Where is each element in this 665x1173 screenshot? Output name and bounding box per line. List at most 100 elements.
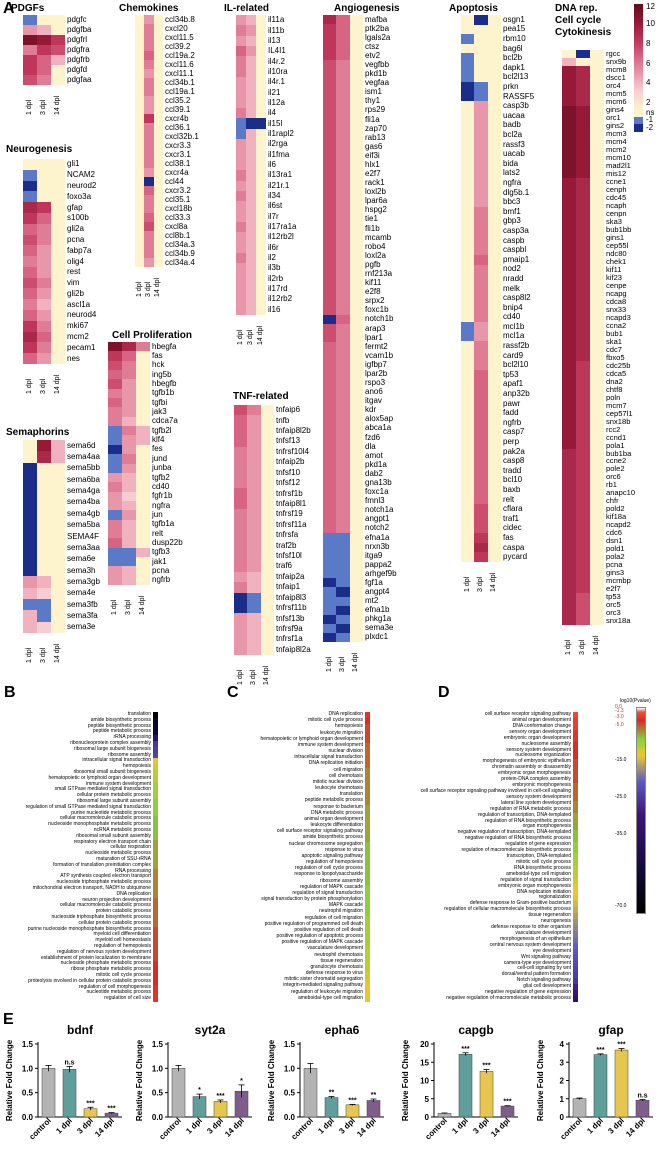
heatmap-cell (23, 299, 38, 311)
heatmap-row-label: traf2b (276, 540, 297, 550)
heatmap-cell (576, 169, 591, 179)
go-term-label: mitotic cell cycle process (515, 858, 571, 865)
heatmap-cell (122, 398, 137, 408)
heatmap-cell (474, 293, 489, 304)
go-term-label: eye development (532, 947, 571, 954)
heatmap-cell (136, 538, 151, 548)
heatmap-cell (246, 108, 257, 119)
heatmap-cell (323, 496, 337, 507)
heatmap-row-label: gbp3 (503, 216, 521, 226)
heatmap-row-label: kif23 (606, 272, 623, 282)
heatmap-cell (246, 242, 257, 254)
heatmap-cell (474, 178, 489, 189)
go-term-label: neutrophil migration (319, 908, 363, 915)
heatmap-row-label: mcl1b (503, 321, 525, 331)
heatmap-cell (37, 587, 52, 600)
heatmap-row-label: sema3gb (67, 576, 100, 586)
bar (324, 1097, 339, 1118)
go-term-label: response to bacterium (313, 803, 363, 810)
heatmap-cell (323, 623, 337, 634)
heatmap-row-label: foxc1b (365, 305, 389, 315)
heatmap-cell (590, 449, 605, 458)
heatmap-cell (590, 545, 605, 554)
heatmap-cell (51, 576, 66, 588)
go-term-bar (573, 865, 578, 873)
heatmap-cell (234, 519, 248, 531)
heatmap-cell (349, 151, 364, 161)
go-term-bar (365, 952, 370, 960)
go-term-label: cell-cell signaling by wnt (517, 965, 571, 972)
heatmap-cell (461, 206, 475, 217)
heatmap-cell (576, 401, 591, 410)
go-term-label: RNA biosynthetic process (514, 864, 571, 871)
heat-colorbar-ns (634, 108, 643, 117)
go-term-bar (573, 859, 578, 867)
heatmap-cell (590, 433, 605, 442)
heatmap-row-label: pold2 (606, 504, 625, 514)
go-term-bar (573, 735, 578, 742)
heatmap-row-label: tnfrsf11a (276, 519, 307, 529)
heatmap-cell (349, 433, 364, 443)
heatmap-col-label: 14 dpl (593, 635, 600, 655)
heatmap-row-label: ndc80 (606, 248, 627, 258)
heatmap-cell (108, 491, 123, 502)
heatmap-cell (562, 129, 577, 139)
heatmap-cell (349, 442, 364, 452)
heatmap-cell (562, 329, 577, 338)
heatmap-cell (122, 435, 137, 446)
heatmap-cell (136, 500, 151, 511)
heatmap-cell (323, 196, 337, 207)
heatmap-cell (576, 113, 591, 123)
heatmap-row-label: anapc10 (606, 488, 636, 498)
heatmap-cell (144, 222, 155, 232)
heatmap-cell (590, 177, 605, 187)
heatmap-cell (349, 78, 364, 89)
heatmap-cell (23, 234, 38, 246)
heatmap-cell (323, 24, 337, 34)
heatmap-cell (487, 331, 502, 342)
heatmap-row-label: cd40 (152, 481, 170, 491)
heatmap-row-label: chfr (606, 496, 619, 506)
y-tick-label: 4 (560, 1040, 565, 1049)
heatmap-cell (590, 345, 605, 354)
heatmap-cell (37, 299, 52, 311)
heatmap-cell (256, 128, 267, 140)
heatmap-row-label: rest (67, 267, 81, 277)
heatmap-cell (51, 299, 66, 311)
heatmap-cell (474, 206, 489, 217)
heatmap-cell (590, 265, 605, 274)
heatmap-cell (260, 415, 275, 427)
heatmap-row-label: mcm2 (67, 332, 89, 342)
heatmap-cell (256, 304, 267, 316)
heatmap-cell (136, 491, 151, 502)
heatmap-row-label: bcl2l10 (503, 360, 529, 370)
heatmap-cell (122, 407, 137, 418)
go-term-bar (573, 818, 578, 825)
heatmap-cell (144, 132, 155, 142)
go-term-label: cellular protein metabolic process (76, 792, 151, 799)
heatmap-row-label: efna1a (365, 532, 390, 542)
heatmap-cell (590, 105, 605, 115)
heatmap-cell (487, 245, 502, 256)
heatmap-row-label: jak1 (152, 556, 167, 566)
go-term-label: leukocyte differentiation (310, 822, 363, 829)
heatmap-cell (562, 377, 577, 386)
heatmap-row-label: pdgfra (67, 45, 90, 54)
heatmap-cell (323, 42, 337, 52)
heatmap-cell (51, 277, 66, 289)
go-term-label: amide biosynthetic process (302, 834, 363, 841)
bar (62, 1069, 77, 1118)
heatmap-cell (562, 577, 577, 586)
heatmap-row-label: dapk1 (503, 62, 525, 72)
heatmap-cell (562, 457, 577, 466)
heatmap-cell (562, 497, 577, 506)
heatmap-col-label: 1 dpl (111, 599, 118, 615)
heatmap-cell (136, 379, 151, 390)
heatmap-cell (323, 360, 337, 370)
heatmap-cell (51, 223, 66, 235)
heatmap-row-label: osgn1 (503, 14, 525, 24)
go-term-label: translation (127, 711, 151, 717)
heatmap-cell (323, 478, 337, 488)
heatmap-row-label: casp8l2 (503, 293, 531, 303)
